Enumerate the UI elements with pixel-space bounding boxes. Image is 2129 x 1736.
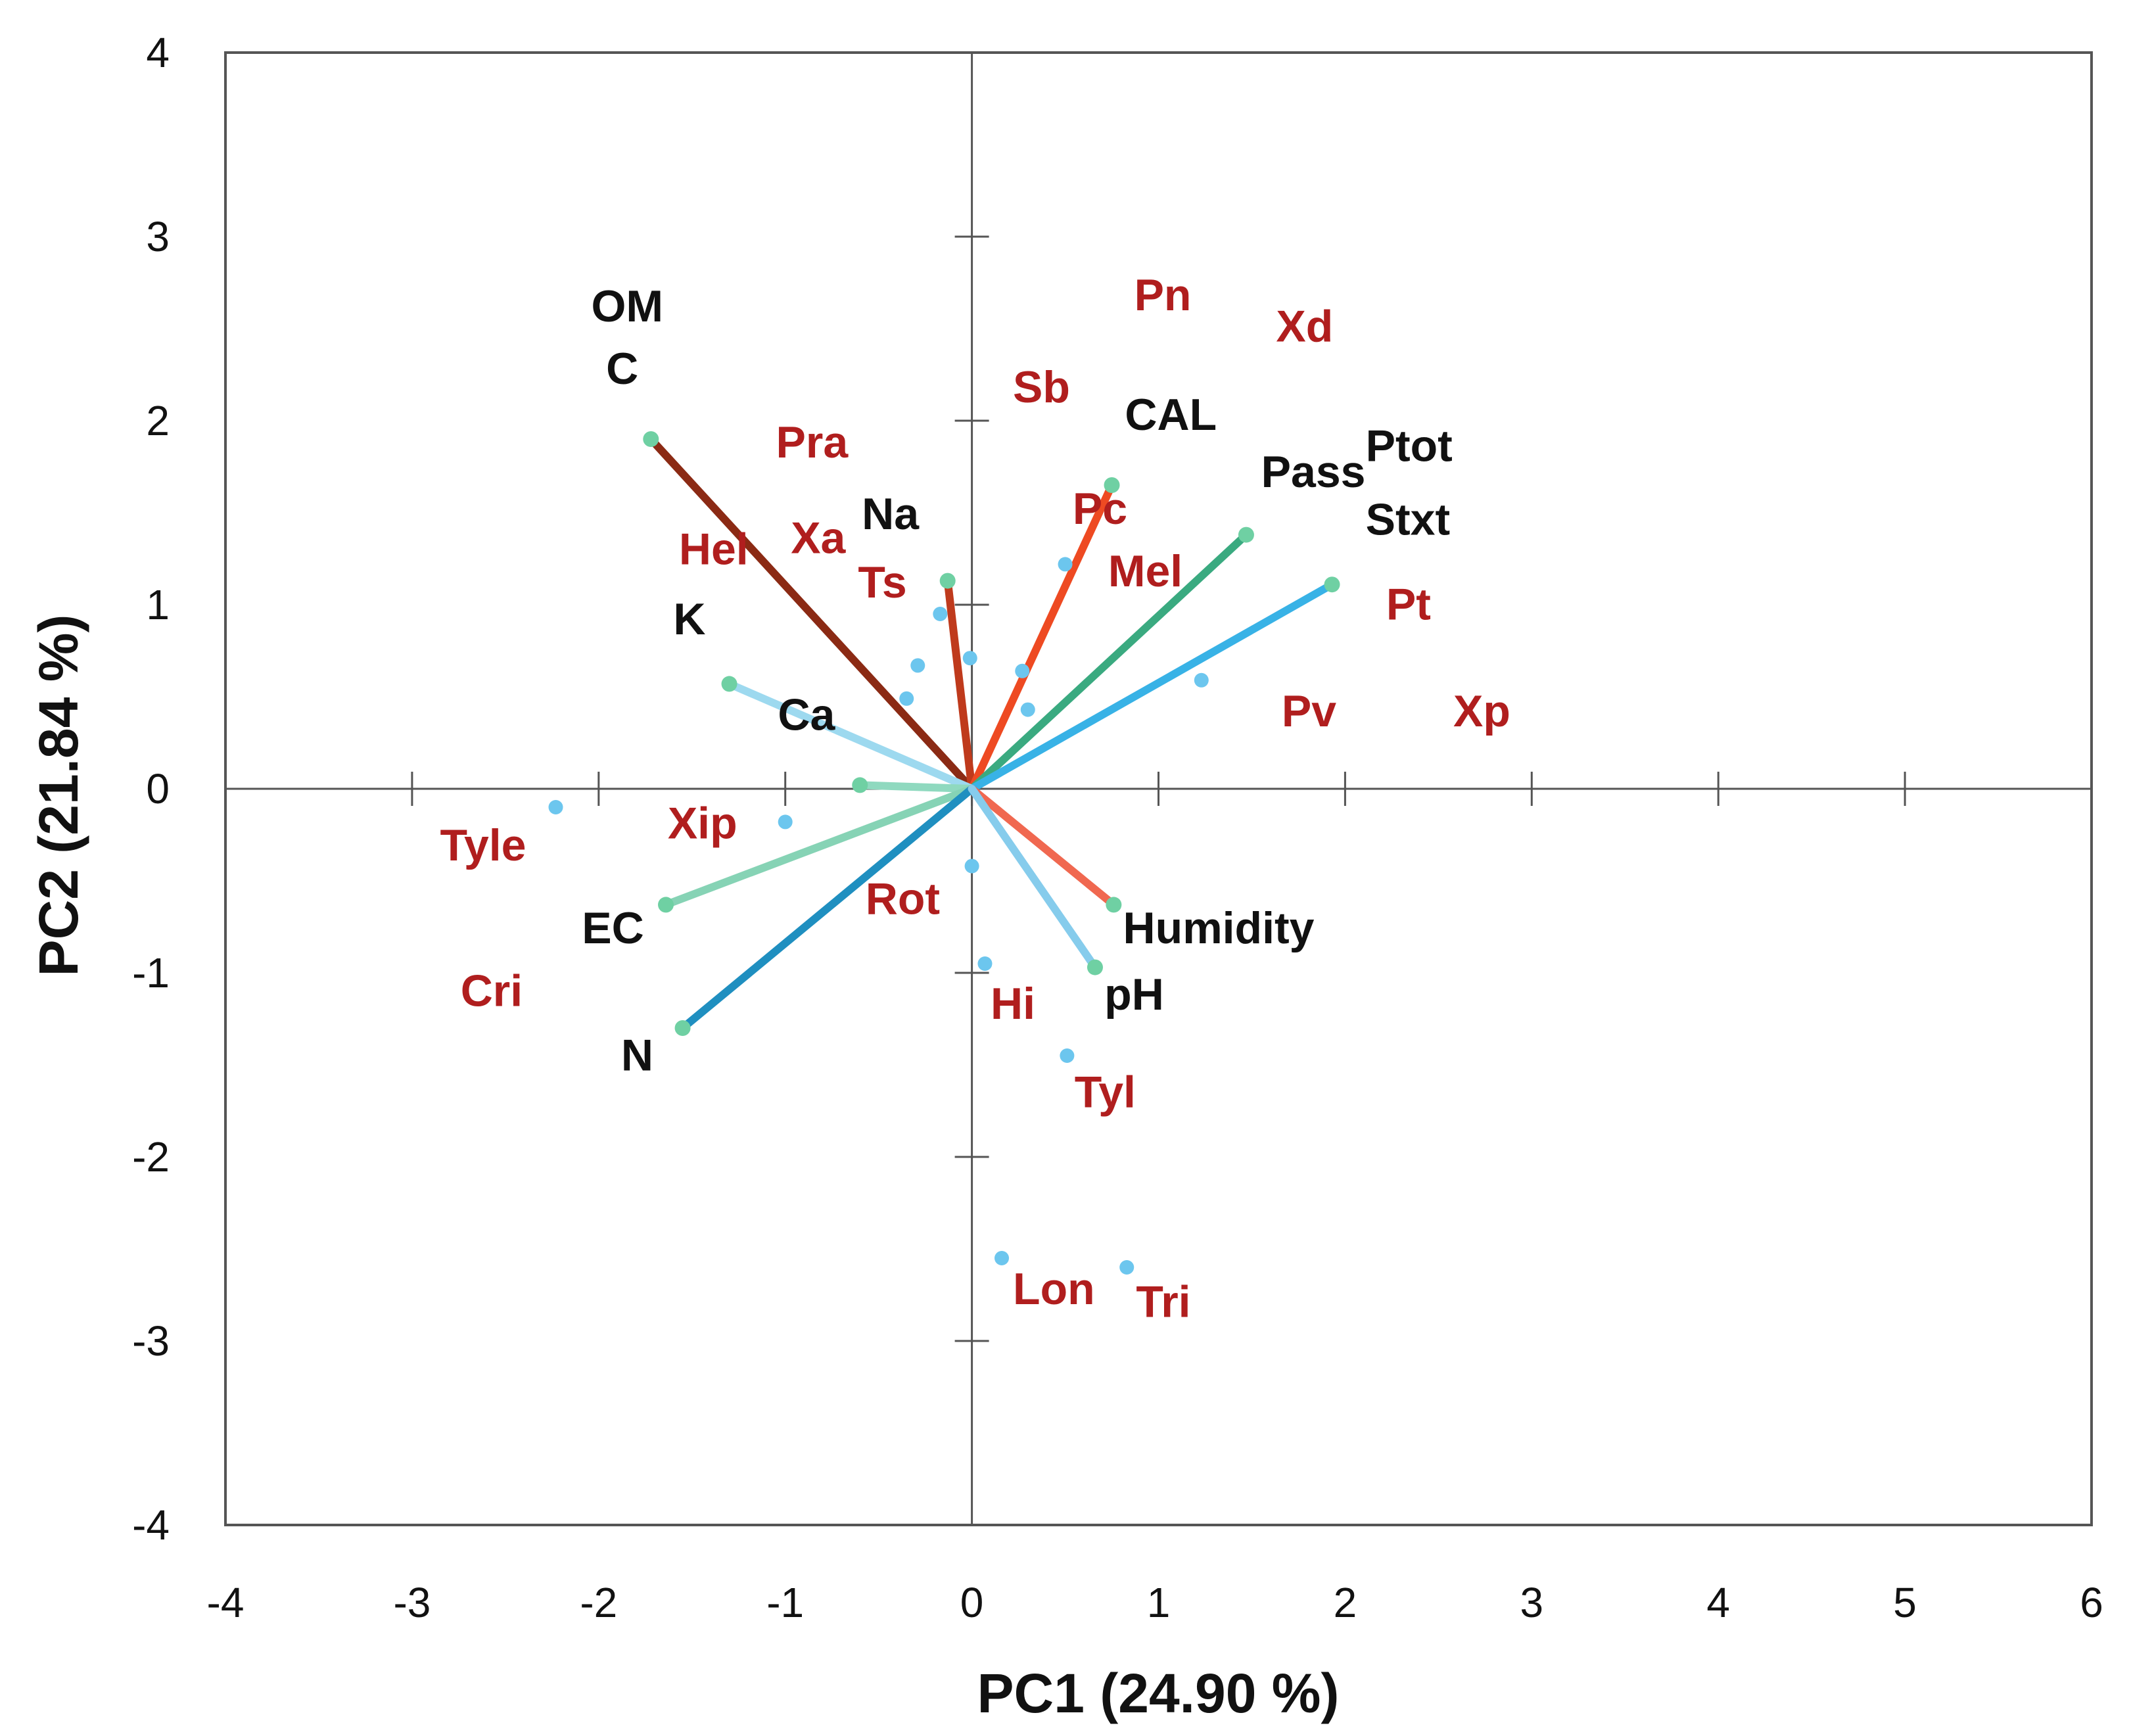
- y-axis-title: PC2 (21.84 %): [28, 615, 89, 977]
- loading-vector: [647, 435, 976, 793]
- species-point: [1060, 1048, 1075, 1063]
- vector-tip-point: [1238, 527, 1254, 543]
- x-tick-label: 2: [1334, 1579, 1357, 1626]
- variable-label: OM: [591, 281, 663, 331]
- x-tick-label: -3: [393, 1579, 431, 1626]
- variable-label: Ptot: [1366, 421, 1453, 471]
- loading-vector: [968, 530, 1250, 793]
- x-tick-label: -1: [766, 1579, 804, 1626]
- vector-tip-point: [939, 573, 956, 589]
- vector-tip-point: [1104, 477, 1120, 493]
- vector-tip-point: [1087, 959, 1103, 975]
- loading-vector: [968, 481, 1116, 793]
- species-label: Tri: [1136, 1277, 1190, 1327]
- y-tick-label: 3: [146, 213, 170, 260]
- species-point: [1020, 702, 1035, 717]
- x-tick-label: -2: [580, 1579, 617, 1626]
- x-tick-label: 6: [2080, 1579, 2103, 1626]
- y-tick-label: -3: [132, 1317, 170, 1365]
- vector-tip-point: [721, 676, 737, 692]
- variable-label: Pass: [1261, 447, 1366, 497]
- x-tick-label: 5: [1893, 1579, 1917, 1626]
- y-tick-label: 4: [146, 29, 170, 76]
- loading-vector: [678, 785, 976, 1032]
- loading-vector: [725, 680, 976, 793]
- x-tick-label: 0: [960, 1579, 984, 1626]
- loading-vector: [943, 576, 976, 793]
- species-label: Lon: [1013, 1264, 1095, 1314]
- variable-label: C: [606, 344, 638, 394]
- y-tick-label: -2: [132, 1133, 170, 1181]
- species-label: Rot: [866, 874, 940, 924]
- x-axis-title: PC1 (24.90 %): [977, 1662, 1340, 1724]
- loading-vector: [968, 785, 1118, 909]
- species-label: Xip: [668, 799, 737, 849]
- species-label: Hi: [991, 979, 1035, 1029]
- species-point: [899, 691, 914, 706]
- x-tick-label: -4: [207, 1579, 245, 1626]
- vector-tip-point: [1324, 576, 1340, 593]
- loading-vector: [856, 781, 976, 793]
- species-point: [1015, 663, 1030, 678]
- species-label: Tyle: [440, 820, 526, 870]
- species-label: Pv: [1282, 686, 1336, 736]
- species-label: Xa: [791, 513, 846, 563]
- variable-label: pH: [1104, 970, 1164, 1020]
- vector-tip-point: [1106, 897, 1122, 913]
- species-label: Xp: [1453, 686, 1510, 736]
- species-point: [1194, 672, 1209, 688]
- species-point: [548, 800, 563, 814]
- species-point: [933, 607, 948, 621]
- species-label: Hel: [679, 524, 749, 574]
- species-label: Tyl: [1075, 1067, 1136, 1117]
- x-tick-label: 3: [1520, 1579, 1544, 1626]
- loading-vector: [968, 580, 1336, 793]
- species-label: Pn: [1135, 270, 1192, 320]
- species-label: Ts: [858, 557, 906, 607]
- y-tick-label: 1: [146, 581, 170, 628]
- species-label: Pra: [776, 417, 849, 467]
- species-label: Pc: [1073, 484, 1127, 534]
- x-tick-label: 4: [1706, 1579, 1730, 1626]
- variable-label: Na: [862, 489, 920, 539]
- species-label: Xd: [1276, 302, 1333, 352]
- species-point: [964, 858, 979, 874]
- species-point: [962, 651, 977, 666]
- variable-label: K: [673, 594, 705, 644]
- variable-label: Ca: [778, 690, 835, 739]
- x-tick-label: 1: [1147, 1579, 1171, 1626]
- species-label: Pt: [1386, 579, 1431, 629]
- y-tick-label: -4: [132, 1501, 170, 1549]
- species-point: [977, 956, 993, 971]
- vector-tip-point: [674, 1020, 691, 1036]
- species-point: [910, 658, 925, 673]
- y-tick-label: 0: [146, 765, 170, 812]
- vector-tip-point: [643, 431, 659, 447]
- species-point: [778, 814, 793, 830]
- species-label: Mel: [1108, 546, 1182, 596]
- species-label: Cri: [461, 966, 523, 1016]
- species-points: [548, 557, 1209, 1275]
- vector-tip-point: [658, 897, 674, 913]
- variable-label: N: [621, 1030, 653, 1080]
- loading-vector: [662, 785, 976, 909]
- ticks: -4 -3 -2 -1 0 1 2 3 4 5 6 -4 -3 -2 -1 0 1 2 3 4: [132, 29, 2103, 1626]
- variable-label: Humidity: [1123, 903, 1315, 953]
- species-point: [1058, 557, 1073, 572]
- y-tick-label: 2: [146, 397, 170, 444]
- species-point: [994, 1251, 1010, 1265]
- vector-tip-point: [852, 777, 868, 793]
- variable-label: EC: [582, 903, 643, 953]
- loading-vector: [968, 785, 1099, 972]
- species-label: Sb: [1013, 362, 1070, 412]
- variable-label: CAL: [1125, 390, 1217, 440]
- y-tick-label: -1: [132, 949, 170, 997]
- variable-label: Stxt: [1366, 495, 1450, 545]
- loading-vectors: [643, 431, 1340, 1036]
- species-point: [1119, 1260, 1135, 1275]
